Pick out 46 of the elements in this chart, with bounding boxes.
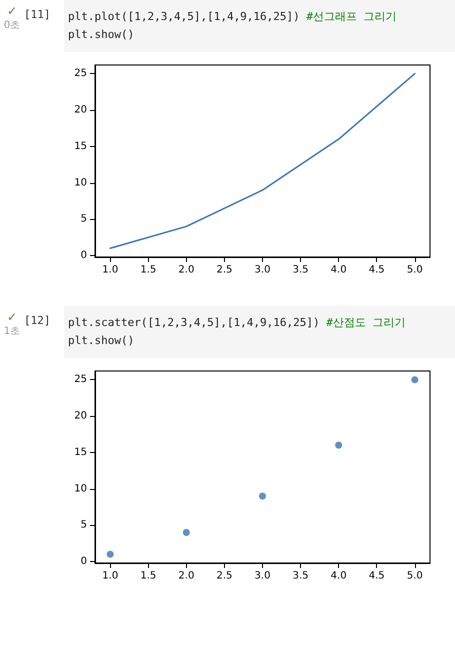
text: 1초 — [2, 325, 22, 338]
y-tick-label: 20 — [74, 410, 87, 422]
y-tick-label: 10 — [74, 177, 87, 188]
line-series — [109, 72, 416, 250]
y-tick-label: 5 — [80, 214, 87, 225]
text: plt.plot([1,2,3,4,5],[1,4,9,16,25]) #선그래프 그리기 — [68, 9, 398, 25]
x-tick-label: 3.5 — [292, 264, 309, 276]
x-tick-label: 3.5 — [292, 570, 309, 582]
y-tick-label: 25 — [74, 68, 87, 80]
x-tick-label: 1.5 — [140, 264, 156, 276]
x-tick-label: 1.0 — [102, 264, 118, 276]
text: [12] — [24, 313, 52, 329]
y-tick-label: 20 — [74, 104, 87, 116]
text: ✓ — [6, 4, 18, 18]
text: plt.show() — [68, 333, 136, 349]
point — [411, 376, 418, 384]
x-tick-label: 4.5 — [368, 264, 385, 276]
y-tick-label: 0 — [80, 556, 87, 568]
y-tick-label: 25 — [74, 374, 87, 386]
text: 0초 — [2, 19, 22, 32]
text: plt.scatter([1,2,3,4,5],[1,4,9,16,25]) #산점도 그리기 — [68, 315, 407, 331]
x-tick-label: 5.0 — [406, 570, 423, 582]
x-tick-label: 4.5 — [368, 570, 385, 582]
x-tick-label: 1.5 — [140, 570, 156, 582]
y-tick-label: 15 — [74, 446, 87, 458]
y-tick-label: 5 — [80, 520, 87, 531]
x-tick-label: 2.5 — [216, 264, 232, 276]
x-tick-label: 3.0 — [254, 264, 270, 276]
text: ✓ — [6, 310, 18, 324]
text: [11] — [24, 7, 52, 23]
x-tick-label: 4.0 — [330, 570, 347, 582]
point — [259, 492, 266, 500]
x-tick-label: 2.0 — [178, 570, 194, 582]
point — [106, 550, 114, 558]
x-tick-label: 2.0 — [178, 264, 194, 276]
point — [182, 528, 190, 536]
y-tick-label: 10 — [74, 483, 87, 494]
point — [335, 442, 342, 449]
x-tick-label: 3.0 — [254, 570, 270, 582]
y-tick-label: 15 — [74, 140, 87, 152]
x-tick-label: 2.5 — [216, 570, 232, 582]
text: plt.show() — [68, 27, 136, 43]
x-tick-label: 5.0 — [406, 264, 423, 276]
x-tick-label: 1.0 — [102, 570, 118, 582]
x-tick-label: 4.0 — [330, 264, 347, 276]
y-tick-label: 0 — [80, 250, 87, 262]
